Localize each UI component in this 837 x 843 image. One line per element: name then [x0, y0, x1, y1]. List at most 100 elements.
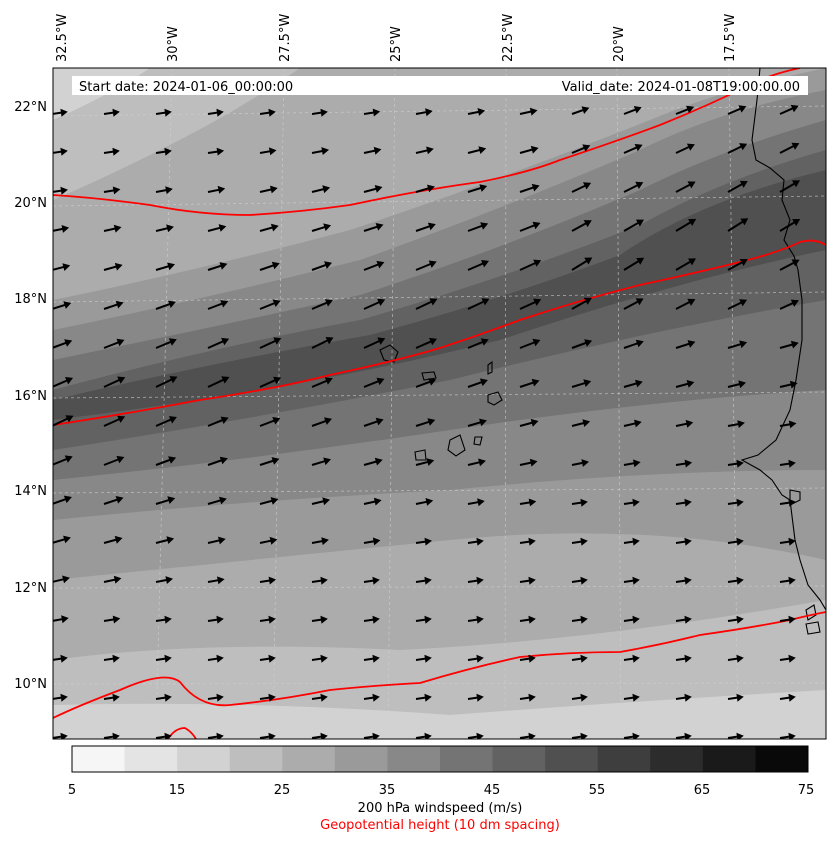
wind-arrow-head — [322, 185, 331, 194]
wind-arrow-shaft — [207, 377, 227, 388]
colorbar-tick-label: 25 — [274, 783, 291, 798]
valid-date-label: Valid_date: 2024-01-08T19:00:00.00 — [562, 80, 800, 95]
wind-arrow-head — [790, 299, 799, 307]
wind-arrow-head — [426, 146, 434, 155]
wind-arrow-head — [531, 183, 540, 192]
wind-arrow-head — [632, 732, 640, 739]
start-date-label: Start date: 2024-01-06_00:00:00 — [79, 80, 293, 95]
wind-arrow-head — [428, 260, 437, 268]
wind-arrow-head — [632, 537, 640, 546]
lat-label: 22°N — [14, 100, 47, 115]
wind-arrow-head — [60, 108, 68, 117]
wind-arrow-head — [61, 225, 70, 233]
wind-arrow-head — [219, 496, 227, 505]
wind-arrow-head — [427, 184, 435, 193]
wind-arrow-head — [167, 496, 176, 504]
wind-arrow-head — [60, 693, 68, 702]
wind-arrow-head — [324, 261, 332, 269]
geopotential-contours — [53, 68, 826, 739]
wind-arrow-shaft — [519, 261, 539, 271]
wind-arrow-head — [64, 455, 73, 463]
wind-arrow-head — [424, 654, 432, 663]
wind-arrow-shaft — [675, 259, 694, 271]
wind-arrow-head — [271, 261, 280, 270]
wind-arrow-head — [582, 419, 591, 427]
wind-arrow-shaft — [571, 258, 590, 271]
wind-arrow-shaft — [311, 378, 330, 388]
wind-arrow-head — [480, 338, 489, 346]
wind-arrow-head — [220, 300, 229, 308]
wind-arrow-head — [788, 537, 796, 546]
wind-arrow-head — [634, 144, 643, 152]
wind-arrow-head — [112, 186, 121, 195]
wind-arrow-head — [271, 457, 280, 465]
wind-arrow-head — [374, 185, 383, 193]
wind-arrow-head — [113, 575, 122, 584]
wind-arrow-head — [580, 732, 588, 739]
wind-arrow-shaft — [155, 339, 174, 349]
wind-arrow-head — [739, 340, 748, 349]
wind-arrow-shaft — [207, 339, 226, 349]
wind-arrow-head — [268, 654, 276, 663]
wind-arrow-head — [324, 417, 332, 425]
wind-arrow-head — [477, 108, 486, 116]
geopotential-legend-label: Geopotential height (10 dm spacing) — [320, 818, 560, 833]
wind-arrow-shaft — [155, 417, 174, 427]
wind-arrow-head — [320, 576, 328, 585]
wind-arrow-head — [164, 147, 172, 156]
wind-arrow-head — [635, 181, 644, 189]
header-box — [72, 76, 808, 95]
wind-arrow-head — [376, 377, 385, 386]
wind-arrow-head — [323, 223, 332, 231]
wind-arrow-shaft — [363, 338, 383, 349]
lon-label: 27.5°W — [278, 14, 293, 62]
wind-arrow-shaft — [467, 261, 486, 271]
windspeed-legend-label: 200 hPa windspeed (m/s) — [357, 801, 523, 816]
wind-arrow-head — [65, 377, 73, 385]
wind-arrow-shaft — [363, 379, 382, 388]
wind-arrow-head — [739, 299, 748, 307]
wind-arrow-head — [372, 732, 380, 739]
wind-arrow-head — [116, 338, 125, 347]
graticule — [53, 68, 826, 739]
wind-arrow-head — [377, 337, 386, 345]
wind-arrow-head — [320, 654, 328, 663]
wind-arrow-head — [739, 143, 748, 151]
wind-arrow-head — [324, 377, 333, 385]
wind-arrow-head — [269, 536, 278, 545]
latitude-labels: 22°N 20°N 18°N 16°N 14°N 12°N 10°N — [14, 100, 47, 692]
wind-arrow-head — [322, 497, 330, 506]
wind-arrow-head — [791, 259, 800, 267]
colorbar-tick-label: 5 — [68, 783, 76, 798]
wind-arrow-head — [429, 298, 438, 306]
wind-arrow-head — [216, 732, 224, 739]
wind-arrow-head — [686, 380, 695, 388]
wind-arrow-head — [320, 732, 328, 739]
wind-arrow-shaft — [467, 299, 487, 310]
wind-arrow-head — [583, 182, 592, 190]
wind-arrow-head — [164, 654, 172, 663]
wind-arrow-head — [64, 339, 73, 347]
wind-arrow-head — [635, 219, 644, 227]
wind-arrow-head — [633, 459, 641, 468]
wind-arrow-head — [792, 180, 800, 188]
wind-arrow-head — [738, 380, 746, 389]
wind-arrow-head — [688, 218, 697, 226]
wind-arrow-head — [424, 693, 432, 702]
wind-arrow-shaft — [311, 300, 330, 310]
wind-arrow-head — [790, 104, 799, 113]
wind-arrow-head — [60, 147, 68, 156]
wind-arrow-head — [478, 146, 487, 154]
colorbar-tick-label: 55 — [589, 783, 606, 798]
wind-arrow-head — [789, 380, 798, 389]
wind-arrow-head — [216, 615, 224, 624]
wind-arrow-head — [583, 297, 592, 305]
wind-arrow-shaft — [779, 181, 798, 193]
wind-arrow-head — [320, 693, 328, 702]
lon-label: 22.5°W — [501, 14, 516, 62]
wind-arrow-head — [165, 576, 173, 584]
wind-arrow-shaft — [53, 457, 70, 466]
wind-arrow-head — [270, 497, 279, 505]
wind-arrow-head — [788, 459, 796, 468]
wind-arrow-head — [476, 732, 484, 739]
